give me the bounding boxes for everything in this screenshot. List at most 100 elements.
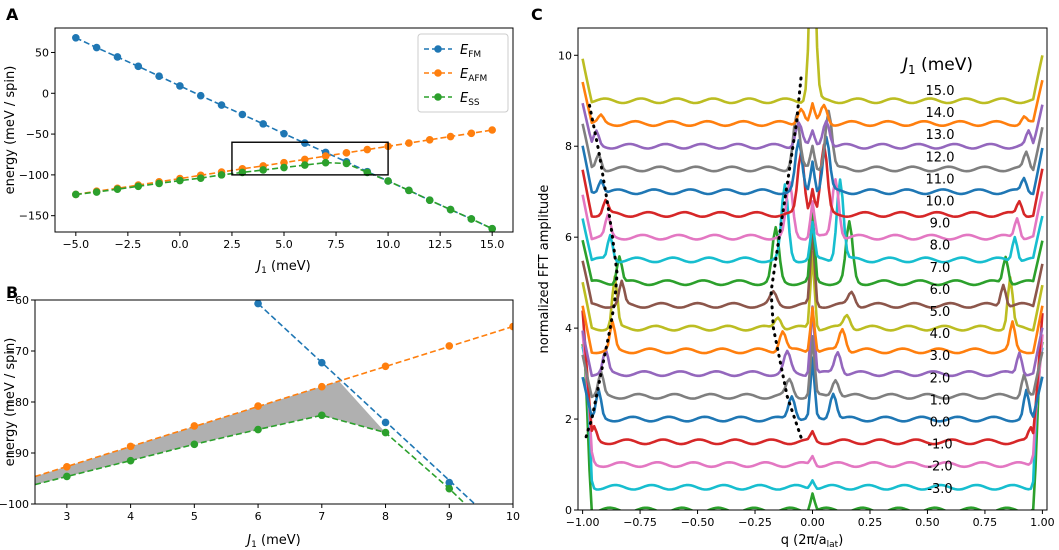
point-E_SS bbox=[280, 163, 288, 172]
dotted-guide-left bbox=[583, 103, 619, 444]
point-E_SS bbox=[113, 185, 122, 193]
j1-label: 9.0 bbox=[930, 217, 951, 232]
chart-a-ytick-label: 50 bbox=[35, 46, 49, 59]
point-E_AFM bbox=[321, 152, 330, 160]
point-E_FM bbox=[176, 82, 184, 90]
chart-c-legend-title-main: J bbox=[900, 55, 908, 75]
point-E_SS bbox=[467, 215, 476, 223]
spectrum-curve bbox=[581, 143, 1044, 218]
chart-a-xtick-label: 15.0 bbox=[480, 238, 505, 251]
chart-c-legend-title: J1 (meV) bbox=[900, 55, 973, 77]
chart-a-xlabel: J1 (meV) bbox=[254, 259, 310, 276]
point-E_AFM bbox=[445, 342, 454, 350]
chart-a-ylabel: energy (meV / spin) bbox=[3, 66, 18, 195]
point-E_AFM bbox=[446, 132, 455, 141]
chart-c-xtick-label: 0.50 bbox=[915, 516, 940, 529]
chart-a: −5.0 −2.5 0.0 2.5 5.0 7.5 10.0 12.5 15.0 50 0 −50 −1… bbox=[3, 27, 514, 276]
spectrum-curve bbox=[581, 79, 1044, 128]
zoom-box bbox=[231, 141, 389, 176]
j1-label: 3.0 bbox=[930, 349, 951, 364]
point-E_FM bbox=[196, 91, 205, 100]
point-E_SS bbox=[321, 158, 330, 167]
chart-c-ytick-label: 2 bbox=[565, 413, 572, 426]
point-E_SS bbox=[254, 425, 262, 434]
j1-label: -1.0 bbox=[927, 438, 952, 453]
point-E_FM bbox=[238, 110, 247, 119]
spectrum-curve bbox=[581, 109, 1044, 173]
chart-c-ytick-label: 0 bbox=[565, 504, 572, 517]
point-E_FM bbox=[280, 129, 288, 138]
chart-b-ytick-label: −80 bbox=[6, 396, 29, 409]
point-E_SS bbox=[190, 440, 199, 449]
chart-b-xlabel-unit: (meV) bbox=[257, 533, 301, 548]
spectrum-curve bbox=[581, 28, 1044, 105]
legend-box bbox=[417, 33, 509, 113]
point-E_AFM bbox=[509, 322, 513, 331]
chart-b-xtick-label: 5 bbox=[191, 510, 198, 523]
spectrum-curve bbox=[581, 102, 1044, 150]
chart-b-ytick-label: −90 bbox=[6, 447, 29, 460]
chart-c-legend-title-unit: (meV) bbox=[916, 55, 973, 75]
j1-label: 2.0 bbox=[930, 371, 951, 386]
point-E_AFM bbox=[381, 362, 390, 371]
point-E_FM bbox=[254, 300, 262, 308]
point-E_AFM bbox=[467, 129, 476, 138]
legend-marker-E_SS bbox=[434, 93, 442, 101]
point-E_SS bbox=[217, 171, 226, 179]
legend-label-E_FM: EFM bbox=[460, 43, 481, 60]
j1-label: 15.0 bbox=[926, 84, 955, 99]
point-E_SS bbox=[155, 179, 163, 188]
chart-c-xtick-label: −0.50 bbox=[681, 516, 715, 529]
panel-label-b: B bbox=[6, 283, 18, 302]
legend-label-E_AFM: EAFM bbox=[460, 67, 487, 84]
point-E_SS bbox=[196, 174, 205, 182]
point-E_FM bbox=[301, 139, 309, 147]
chart-c-xtick-label: −0.25 bbox=[738, 516, 772, 529]
chart-c-xlabel-main: q (2π/a bbox=[781, 533, 827, 548]
j1-label: -2.0 bbox=[927, 460, 952, 475]
chart-b-xtick-label: 10 bbox=[506, 510, 520, 523]
point-E_FM bbox=[381, 418, 390, 427]
chart-b-ytick-label: −60 bbox=[6, 294, 29, 307]
chart-b-ylabel: energy (meV / spin) bbox=[3, 338, 18, 467]
chart-c-ytick-label: 10 bbox=[558, 49, 572, 62]
point-E_SS bbox=[176, 176, 184, 185]
point-E_SS bbox=[301, 161, 309, 169]
chart-c-xtick-label: 0.25 bbox=[858, 516, 883, 529]
chart-a-xtick-label: 7.5 bbox=[327, 238, 345, 251]
point-E_SS bbox=[318, 411, 326, 420]
chart-b-xtick-label: 6 bbox=[255, 510, 262, 523]
chart-b-xtick-label: 3 bbox=[63, 510, 70, 523]
chart-b-xtick-label: 4 bbox=[127, 510, 134, 523]
panel-label-c: C bbox=[531, 5, 543, 24]
j1-label: 14.0 bbox=[926, 106, 955, 121]
chart-c-xtick-label: 0.00 bbox=[800, 516, 825, 529]
series-E_SS-line bbox=[75, 161, 493, 230]
chart-a-ytick-label: −150 bbox=[19, 210, 49, 223]
point-E_SS bbox=[425, 196, 434, 204]
chart-b-ytick-label: −100 bbox=[0, 498, 29, 511]
point-E_FM bbox=[113, 53, 122, 61]
point-E_FM bbox=[92, 43, 101, 52]
j1-label: 7.0 bbox=[930, 261, 951, 276]
shaded-region bbox=[35, 381, 386, 485]
chart-c-xtick-label: 0.75 bbox=[973, 516, 998, 529]
point-E_FM bbox=[217, 101, 226, 109]
point-E_FM bbox=[72, 33, 80, 42]
dotted-guide-right bbox=[769, 76, 803, 439]
chart-a-xtick-label: −5.0 bbox=[62, 238, 89, 251]
point-E_FM bbox=[318, 358, 326, 367]
chart-c-xlabel-close: ) bbox=[838, 533, 843, 548]
point-E_SS bbox=[342, 159, 351, 168]
point-E_SS bbox=[63, 472, 71, 481]
chart-b-ytick-label: −70 bbox=[6, 345, 29, 358]
spectrum-curve bbox=[581, 250, 1044, 332]
chart-c-ylabel: normalized FFT amplitude bbox=[537, 185, 552, 354]
point-E_FM bbox=[259, 120, 267, 128]
chart-a-ytick-label: −100 bbox=[19, 169, 49, 182]
chart-c-xtick-label: 1.00 bbox=[1030, 516, 1055, 529]
j1-label: 12.0 bbox=[926, 150, 955, 165]
point-E_AFM bbox=[301, 155, 309, 164]
chart-b-xlabel-sub: 1 bbox=[251, 540, 257, 550]
j1-label: 4.0 bbox=[930, 327, 951, 342]
